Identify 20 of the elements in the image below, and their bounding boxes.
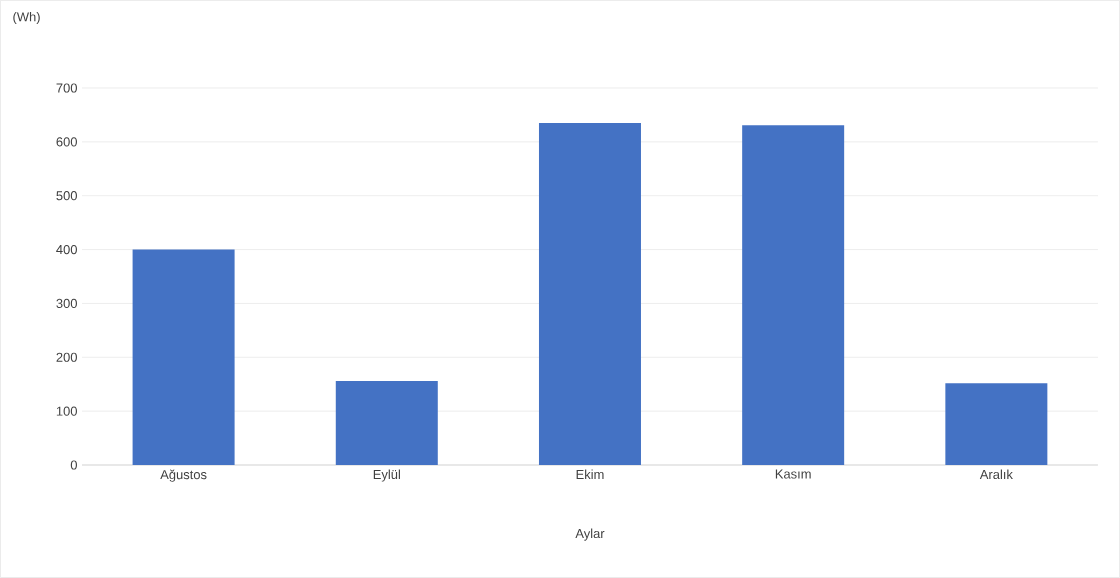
y-tick-label: 500 <box>56 191 77 201</box>
x-tick-label: Kasım <box>775 469 811 479</box>
x-tick-label: Aralık <box>979 469 1013 480</box>
bar <box>335 380 438 465</box>
y-axis-title: (Wh) <box>13 11 40 25</box>
x-tick-label: Ekim <box>576 469 604 479</box>
y-tick-label: 200 <box>56 352 77 362</box>
y-tick-label: 300 <box>56 298 77 309</box>
bar <box>132 249 235 465</box>
y-tick-label: 400 <box>56 244 77 255</box>
x-tick-label: Eylül <box>373 469 400 482</box>
bar <box>538 123 641 465</box>
x-axis-title: Aylar <box>575 528 605 541</box>
y-tick-label: 0 <box>70 460 77 470</box>
y-tick-label: 700 <box>56 83 77 93</box>
x-tick-label: Ağustos <box>160 469 207 482</box>
bar <box>945 383 1048 465</box>
y-tick-label: 100 <box>56 406 77 416</box>
bar <box>742 125 845 465</box>
y-tick-label: 600 <box>56 137 77 147</box>
